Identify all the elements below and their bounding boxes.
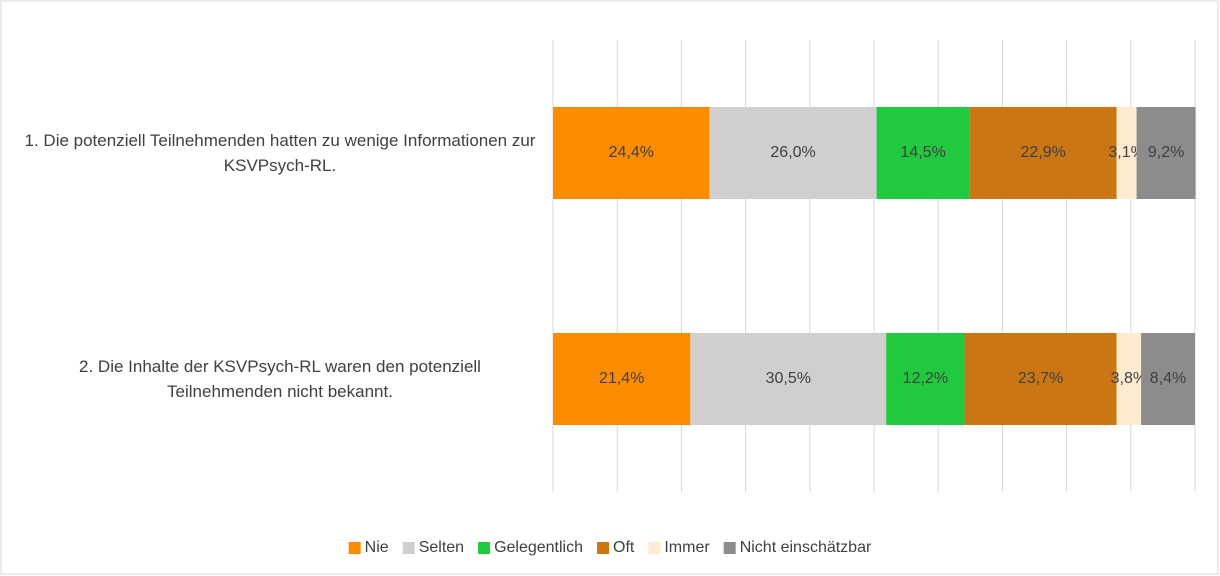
data-label: 14,5% [900,144,945,161]
legend-label: Nie [365,539,389,556]
legend-swatch [597,542,610,554]
data-label: 21,4% [599,370,644,387]
legend-label: Selten [419,539,464,556]
bar-segment [1141,333,1195,425]
bar-segment [1116,333,1142,425]
legend-swatch [348,542,361,554]
data-label: 9,2% [1148,144,1184,161]
legend-label: Immer [664,539,710,556]
bar-segment [886,333,965,425]
data-label: 22,9% [1020,144,1065,161]
bar-segment [709,107,877,199]
data-label: 30,5% [766,370,811,387]
data-label: 3,1% [1108,144,1144,161]
bar-segment [876,107,970,199]
data-label: 12,2% [903,370,948,387]
category-label: 2. Die Inhalte der KSVPsych-RL waren den… [79,357,481,401]
legend-label: Gelegentlich [494,539,583,556]
legend-swatch [723,542,736,554]
bar-segment [553,107,710,199]
legend-swatch [478,542,491,554]
bar-segment [1136,107,1196,199]
data-label: 8,4% [1150,370,1186,387]
legend-label: Nicht einschätzbar [740,539,872,556]
data-label: 23,7% [1018,370,1063,387]
bar-segment [969,107,1117,199]
data-label: 26,0% [770,144,815,161]
bar-segment [553,333,691,425]
data-label: 3,8% [1111,370,1147,387]
legend-swatch [402,542,415,554]
bar-segment [964,333,1117,425]
bar-segment [1116,107,1137,199]
category-label: 1. Die potenziell Teilnehmenden hatten z… [24,131,536,175]
data-label: 24,4% [609,144,654,161]
bar-segment [690,333,887,425]
legend-swatch [648,542,661,554]
legend-label: Oft [613,539,635,556]
